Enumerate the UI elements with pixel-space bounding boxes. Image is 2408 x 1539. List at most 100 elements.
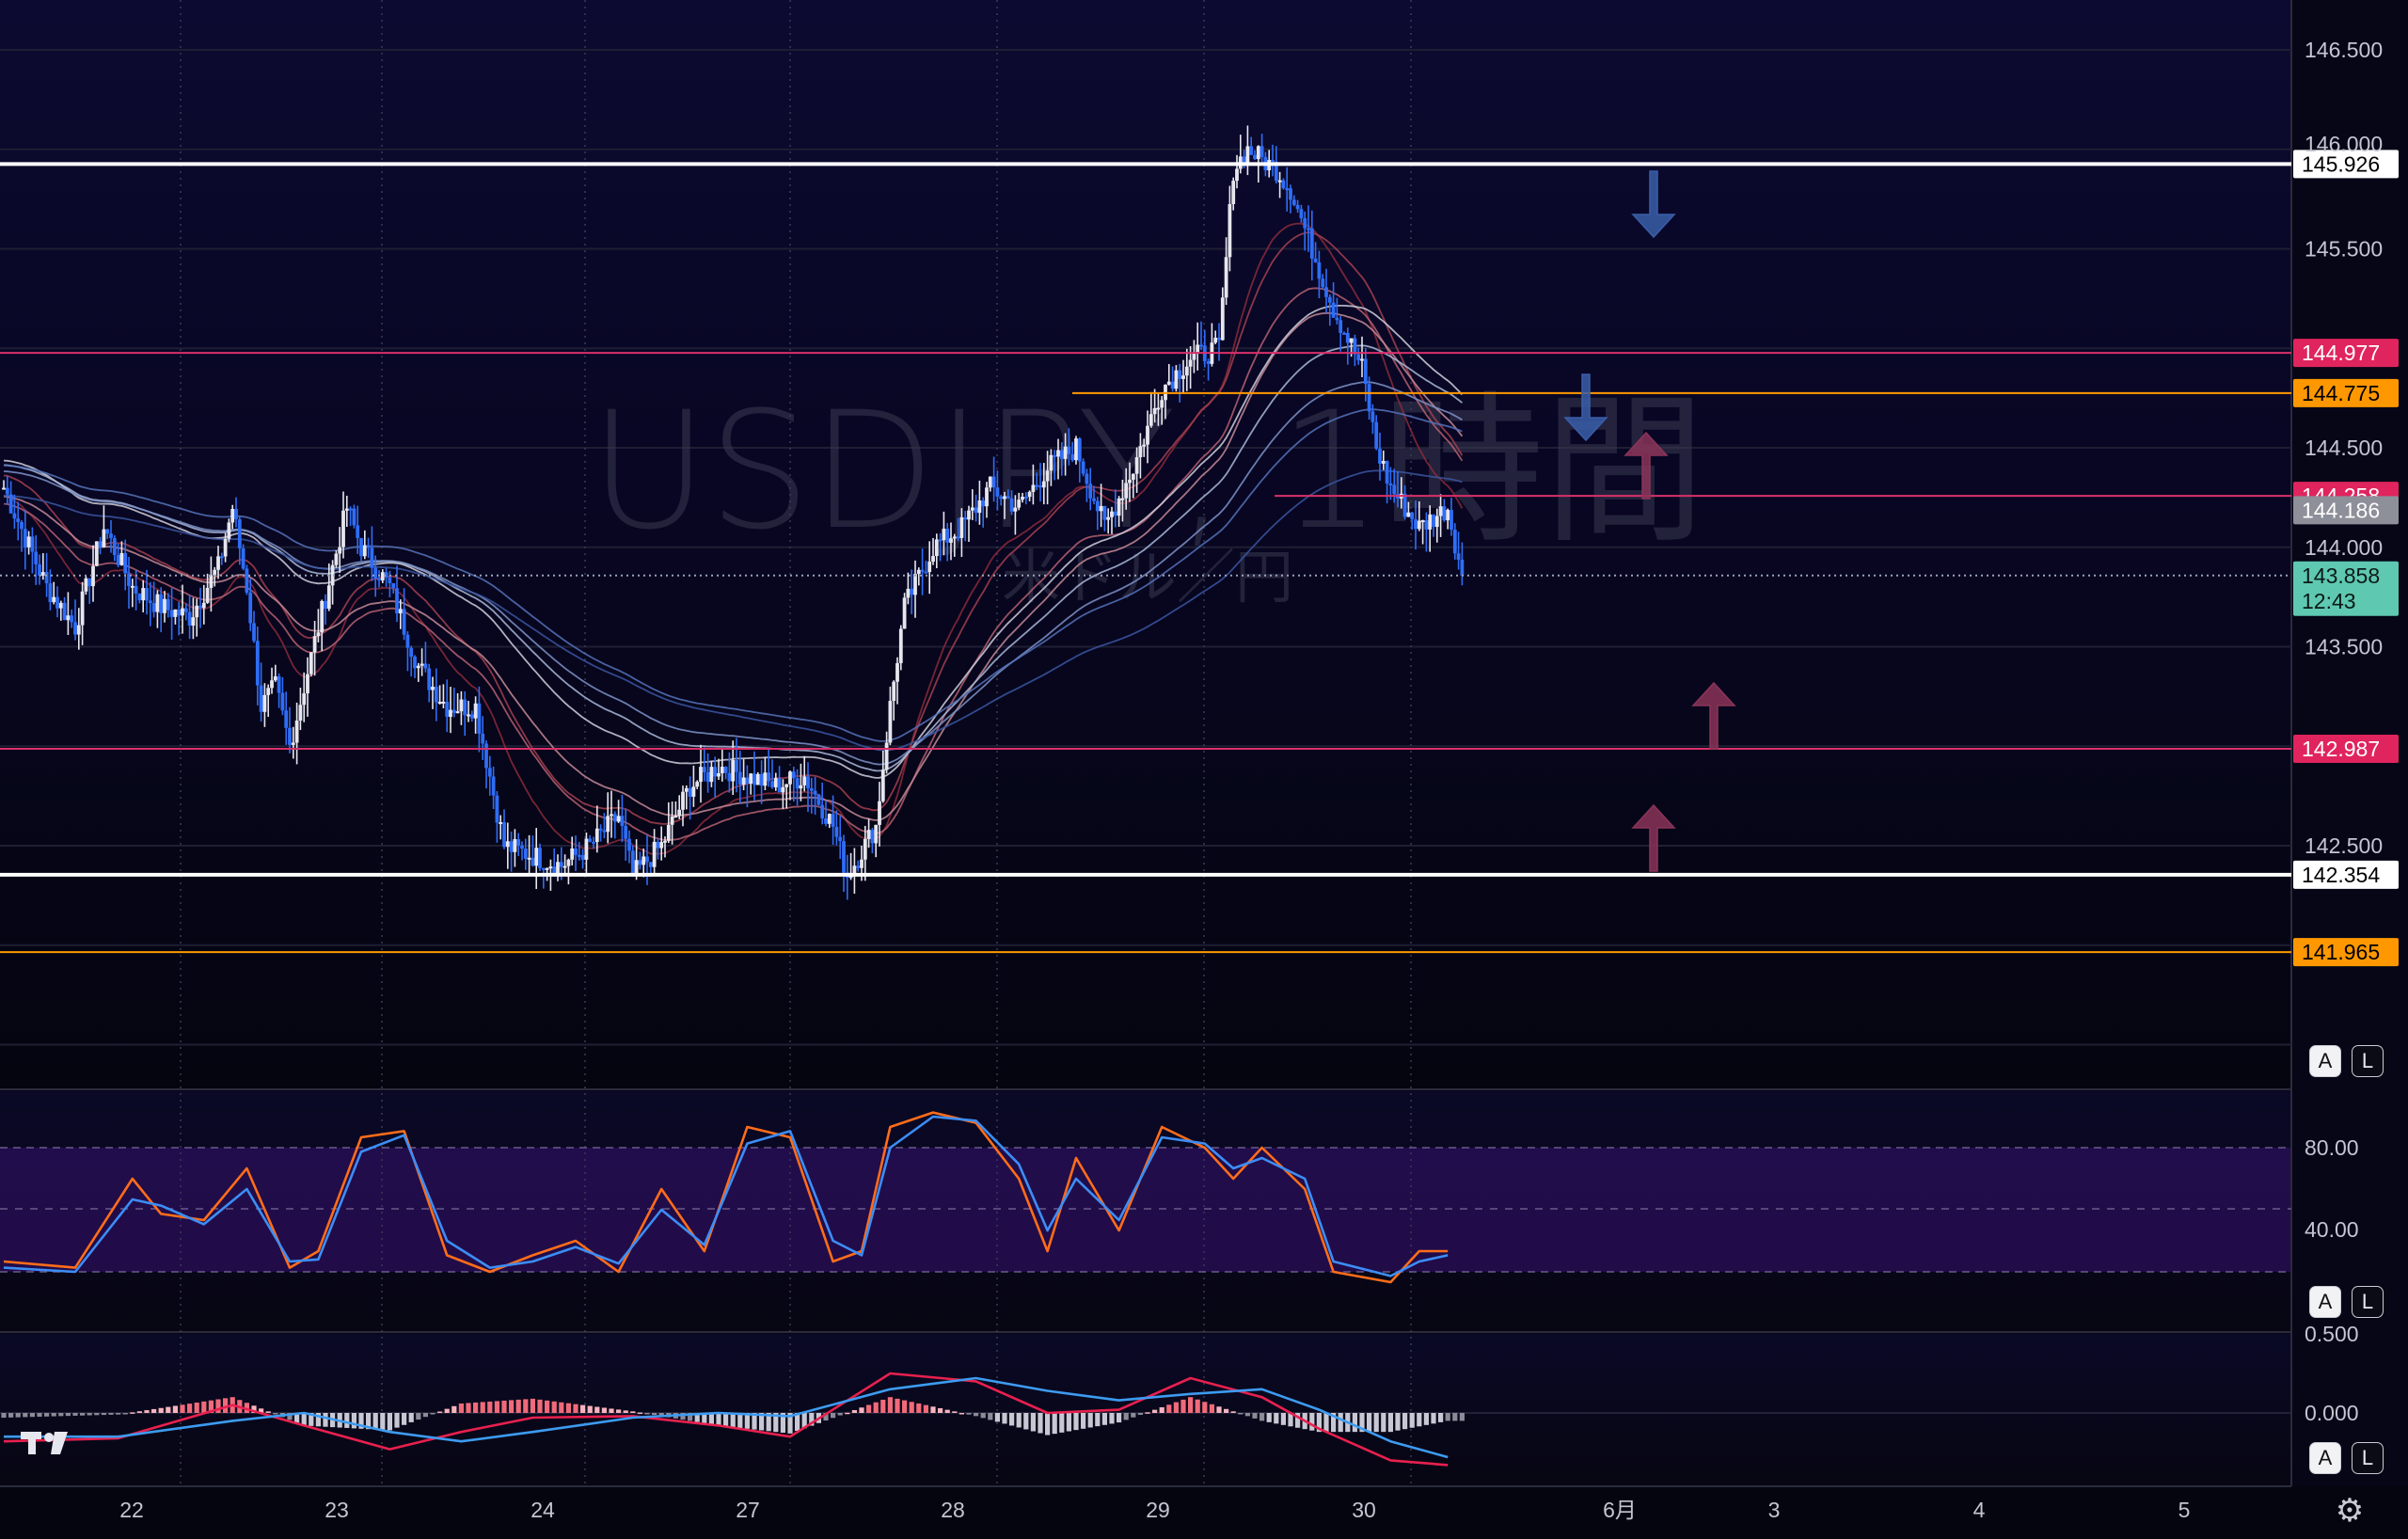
macd-histogram-bar xyxy=(1224,1408,1229,1413)
candle-body xyxy=(1414,519,1418,530)
macd-histogram-bar xyxy=(1459,1413,1465,1421)
macd-histogram-bar xyxy=(1002,1413,1007,1424)
candle-body xyxy=(652,841,657,867)
candle-body xyxy=(852,865,857,877)
macd-histogram-bar xyxy=(573,1404,578,1413)
candle-body xyxy=(824,818,828,824)
auto-scale-button-main[interactable]: A xyxy=(2309,1045,2341,1077)
macd-line xyxy=(3,1372,1449,1467)
macd-histogram-bar xyxy=(315,1413,321,1427)
candle-body xyxy=(755,773,760,785)
candle-body xyxy=(898,628,903,663)
candle-body xyxy=(320,600,325,633)
candle-body xyxy=(348,508,353,511)
candle-body xyxy=(699,767,703,783)
candle-body xyxy=(366,545,371,548)
candle-body xyxy=(402,609,406,635)
log-scale-button-macd[interactable]: L xyxy=(2352,1442,2384,1474)
macd-histogram-bar xyxy=(187,1404,193,1413)
candle-body xyxy=(1049,454,1054,471)
candle-body xyxy=(838,836,843,842)
candle-body xyxy=(594,828,599,843)
log-scale-button-stoch[interactable]: L xyxy=(2352,1286,2384,1318)
candle-body xyxy=(906,588,911,598)
ma-line xyxy=(3,381,1463,766)
candle-body xyxy=(195,605,199,618)
macd-axis-tick: 0.500 xyxy=(2305,1322,2359,1346)
candle-body xyxy=(763,772,768,786)
candle-body xyxy=(612,814,617,822)
candle-body xyxy=(702,767,706,772)
auto-scale-button-macd[interactable]: A xyxy=(2309,1442,2341,1474)
macd-histogram-bar xyxy=(545,1400,550,1413)
candle-body xyxy=(398,609,403,614)
candle-body xyxy=(1199,344,1203,347)
macd-histogram-bar xyxy=(909,1402,914,1413)
candle-body xyxy=(1360,358,1364,361)
candle-body xyxy=(505,841,510,848)
candle-body xyxy=(38,563,41,576)
macd-histogram-bar xyxy=(422,1413,428,1418)
main-pane-bg xyxy=(0,0,2291,1088)
macd-histogram-bar xyxy=(1338,1413,1343,1433)
auto-scale-button-stoch[interactable]: A xyxy=(2309,1286,2341,1318)
macd-histogram-bar xyxy=(1052,1413,1057,1435)
candle-body xyxy=(888,701,893,743)
macd-histogram-bar xyxy=(1117,1413,1122,1423)
candle-body xyxy=(1045,470,1050,482)
macd-histogram-bar xyxy=(1431,1413,1436,1424)
macd-histogram-bar xyxy=(837,1413,843,1416)
candle-body xyxy=(1013,507,1018,512)
candle-body xyxy=(781,786,785,793)
candle-body xyxy=(491,776,496,796)
macd-histogram-bar xyxy=(452,1405,457,1413)
macd-histogram-bar xyxy=(580,1404,586,1413)
settings-gear-icon[interactable]: ⚙ xyxy=(2335,1493,2365,1529)
candle-body xyxy=(592,841,595,844)
candle-body xyxy=(40,572,45,576)
candle-body xyxy=(831,814,835,827)
candle-body xyxy=(5,487,9,495)
candle-body xyxy=(463,699,467,716)
macd-histogram-bar xyxy=(923,1404,928,1413)
candle-body xyxy=(788,771,792,785)
price-tag-orange-1 xyxy=(2293,378,2399,407)
candle-body xyxy=(405,634,410,648)
candle-body xyxy=(420,663,424,666)
candle-body xyxy=(34,551,39,564)
candle-body xyxy=(2,487,6,490)
macd-histogram-bar xyxy=(1059,1413,1065,1433)
candle-body xyxy=(1428,514,1433,530)
log-scale-button-main[interactable]: L xyxy=(2352,1045,2384,1077)
macd-histogram-bar xyxy=(301,1413,307,1426)
macd-histogram-bar xyxy=(87,1413,92,1416)
candle-body xyxy=(878,801,881,825)
macd-histogram-bar xyxy=(515,1399,521,1413)
candle-body xyxy=(691,786,696,797)
candle-body xyxy=(1259,146,1264,157)
price-tag-label: 145.926 xyxy=(2302,151,2380,176)
candle-body xyxy=(416,665,420,669)
candle-body xyxy=(266,688,271,695)
candle-body xyxy=(1110,511,1114,517)
candle-body xyxy=(1192,353,1196,360)
candle-body xyxy=(1142,444,1147,447)
date-axis-label: 29 xyxy=(1146,1498,1170,1522)
candle-body xyxy=(799,785,803,789)
candle-body xyxy=(795,778,800,789)
candle-body xyxy=(223,538,228,557)
candle-body xyxy=(30,536,35,552)
candle-body xyxy=(902,597,907,629)
candle-body xyxy=(842,841,846,873)
candle-body xyxy=(352,508,356,526)
candle-body xyxy=(1450,510,1453,531)
candle-body xyxy=(409,647,414,658)
candle-body xyxy=(949,538,953,543)
macd-histogram-bar xyxy=(358,1413,364,1429)
candle-body xyxy=(663,840,667,843)
price-tag-label: 144.977 xyxy=(2302,341,2380,365)
price-axis-tick-partial: 146.000 xyxy=(2305,132,2383,156)
candle-body xyxy=(359,537,363,557)
candle-body xyxy=(473,703,478,719)
